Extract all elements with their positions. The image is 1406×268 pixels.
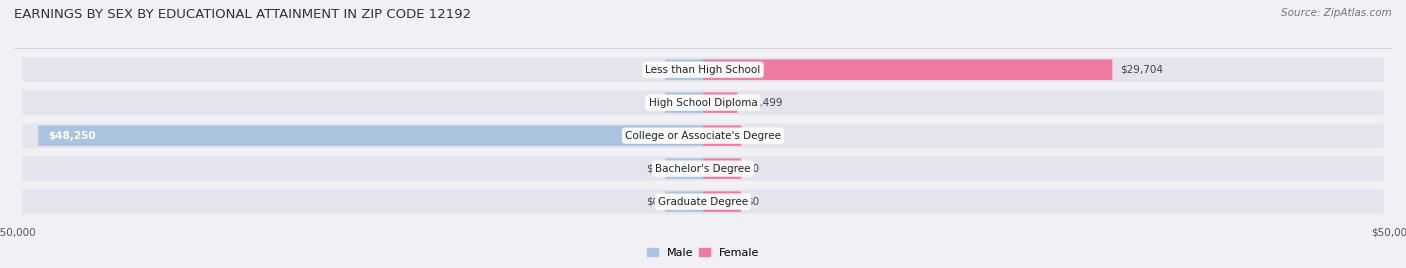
Text: $48,250: $48,250 xyxy=(48,131,96,141)
FancyBboxPatch shape xyxy=(22,91,1384,115)
Text: $0: $0 xyxy=(747,197,759,207)
Text: Bachelor's Degree: Bachelor's Degree xyxy=(655,164,751,174)
FancyBboxPatch shape xyxy=(665,59,703,80)
FancyBboxPatch shape xyxy=(22,157,1384,181)
Text: $0: $0 xyxy=(747,164,759,174)
Text: Less than High School: Less than High School xyxy=(645,65,761,75)
FancyBboxPatch shape xyxy=(22,189,1384,214)
FancyBboxPatch shape xyxy=(665,158,703,179)
FancyBboxPatch shape xyxy=(703,191,741,212)
Legend: Male, Female: Male, Female xyxy=(643,243,763,262)
FancyBboxPatch shape xyxy=(665,191,703,212)
FancyBboxPatch shape xyxy=(665,92,703,113)
Text: $0: $0 xyxy=(747,131,759,141)
Text: EARNINGS BY SEX BY EDUCATIONAL ATTAINMENT IN ZIP CODE 12192: EARNINGS BY SEX BY EDUCATIONAL ATTAINMEN… xyxy=(14,8,471,21)
FancyBboxPatch shape xyxy=(22,124,1384,148)
FancyBboxPatch shape xyxy=(703,92,737,113)
Text: $2,499: $2,499 xyxy=(745,98,782,108)
FancyBboxPatch shape xyxy=(703,59,1112,80)
Text: $29,704: $29,704 xyxy=(1121,65,1164,75)
FancyBboxPatch shape xyxy=(22,57,1384,82)
Text: $0: $0 xyxy=(647,65,659,75)
FancyBboxPatch shape xyxy=(38,125,703,146)
Text: $0: $0 xyxy=(647,164,659,174)
FancyBboxPatch shape xyxy=(703,125,741,146)
Text: $0: $0 xyxy=(647,98,659,108)
Text: College or Associate's Degree: College or Associate's Degree xyxy=(626,131,780,141)
Text: High School Diploma: High School Diploma xyxy=(648,98,758,108)
Text: Graduate Degree: Graduate Degree xyxy=(658,197,748,207)
Text: Source: ZipAtlas.com: Source: ZipAtlas.com xyxy=(1281,8,1392,18)
FancyBboxPatch shape xyxy=(703,158,741,179)
Text: $0: $0 xyxy=(647,197,659,207)
